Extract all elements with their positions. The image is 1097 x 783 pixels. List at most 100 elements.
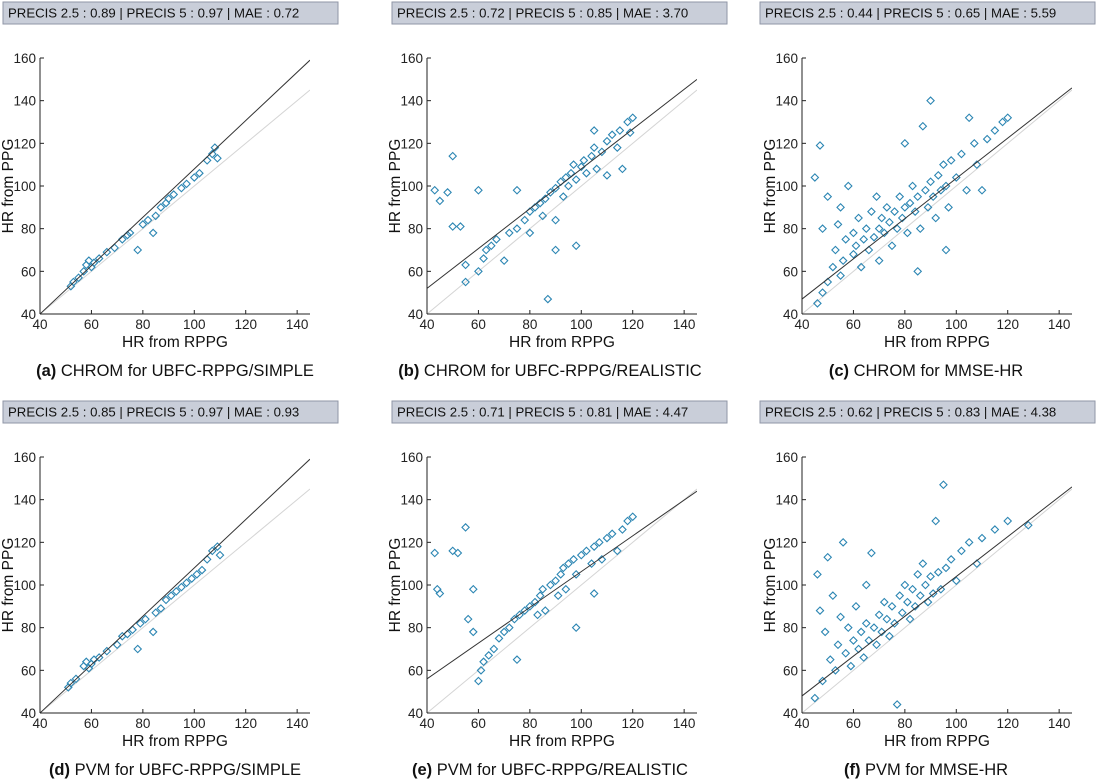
data-point	[582, 168, 591, 178]
data-point	[903, 597, 912, 607]
panel-caption-text: CHROM for UBFC-RPPG/SIMPLE	[56, 362, 314, 380]
data-point	[135, 619, 145, 628]
data-point	[882, 614, 892, 624]
panel-caption: (d) PVM for UBFC-RPPG/SIMPLE	[49, 761, 301, 779]
x-tick-label: 120	[996, 317, 1019, 332]
x-tick-label: 60	[471, 716, 486, 731]
data-point	[156, 202, 166, 212]
data-point	[474, 676, 483, 686]
data-point	[166, 591, 176, 601]
y-tick-label: 160	[400, 450, 423, 465]
y-tick-label: 160	[13, 450, 36, 465]
plot-area	[40, 59, 310, 314]
data-point	[456, 222, 465, 231]
data-point	[530, 597, 540, 607]
data-point	[923, 597, 933, 607]
data-point	[484, 651, 494, 660]
x-tick-label: 120	[621, 716, 644, 731]
data-point	[117, 234, 127, 244]
metrics-header-text: PRECIS 2.5 : 0.72 | PRECIS 5 : 0.85 | MA…	[397, 6, 688, 21]
data-point	[515, 610, 524, 620]
x-tick-label: 40	[419, 716, 434, 731]
data-point	[913, 192, 923, 202]
x-tick-label: 120	[234, 317, 257, 332]
data-point	[867, 207, 876, 216]
data-point	[504, 623, 514, 633]
x-tick-label: 80	[522, 716, 537, 731]
data-point	[910, 601, 920, 611]
data-point	[897, 213, 907, 223]
x-tick-label: 140	[1048, 716, 1071, 731]
x-tick-label: 40	[32, 317, 47, 332]
data-point	[612, 143, 622, 152]
data-point	[538, 584, 548, 594]
data-point	[479, 657, 488, 667]
data-point	[813, 298, 822, 308]
panel-label: (b)	[398, 362, 419, 380]
data-point	[982, 134, 992, 144]
x-tick-label: 100	[945, 716, 968, 731]
y-tick-label: 100	[775, 179, 798, 194]
data-point	[1003, 113, 1013, 123]
metrics-header-text: PRECIS 2.5 : 0.62 | PRECIS 5 : 0.83 | MA…	[765, 405, 1056, 420]
y-tick-label: 120	[13, 535, 36, 550]
x-axis-label: HR from RPPG	[509, 733, 615, 750]
data-point	[594, 537, 604, 547]
panel-caption: (f) PVM for MMSE-HR	[844, 761, 1008, 779]
y-tick-label: 100	[400, 578, 423, 593]
data-point	[818, 224, 827, 234]
x-tick-label: 140	[286, 317, 309, 332]
data-point	[551, 215, 560, 225]
data-point	[843, 623, 853, 633]
x-tick-label: 140	[673, 317, 696, 332]
data-point	[177, 582, 186, 592]
data-point	[939, 160, 948, 170]
data-point	[861, 224, 871, 234]
x-axis-label: HR from RPPG	[884, 334, 990, 351]
panel-caption: (a) CHROM for UBFC-RPPG/SIMPLE	[36, 362, 314, 380]
metrics-header-text: PRECIS 2.5 : 0.85 | PRECIS 5 : 0.97 | MA…	[8, 405, 299, 420]
data-point	[836, 271, 845, 280]
x-tick-label: 80	[897, 317, 912, 332]
data-point	[849, 249, 858, 259]
data-point	[623, 516, 632, 526]
identity-line	[427, 488, 697, 713]
data-point	[933, 567, 943, 577]
data-point	[81, 657, 91, 667]
data-point	[903, 228, 912, 238]
data-point	[828, 591, 838, 601]
data-point	[892, 700, 902, 709]
data-point	[874, 610, 884, 620]
x-tick-label: 80	[135, 716, 150, 731]
data-point	[479, 254, 488, 263]
data-point	[589, 143, 599, 152]
data-point	[926, 177, 935, 187]
x-tick-label: 100	[183, 317, 206, 332]
metrics-header-bar	[2, 400, 339, 424]
y-tick-label: 140	[775, 493, 798, 508]
panel-caption-text: CHROM for UBFC-RPPG/REALISTIC	[419, 362, 701, 380]
metrics-header-bar	[759, 400, 1096, 424]
data-point	[582, 546, 591, 556]
data-point	[589, 589, 599, 598]
data-point	[836, 202, 845, 212]
data-point	[156, 604, 166, 613]
data-point	[972, 160, 982, 170]
x-tick-label: 60	[846, 317, 861, 332]
data-point	[112, 640, 122, 650]
y-axis-label: HR from PPG	[762, 139, 779, 234]
data-point	[474, 266, 483, 276]
data-point	[882, 202, 892, 212]
data-point	[202, 555, 212, 564]
data-point	[895, 192, 905, 202]
y-tick-label: 80	[783, 621, 798, 636]
data-point	[874, 224, 884, 234]
data-point	[897, 608, 907, 618]
data-point	[164, 194, 173, 204]
data-point	[921, 580, 930, 590]
data-point	[448, 151, 458, 161]
data-point	[151, 211, 161, 221]
data-point	[625, 128, 635, 138]
data-point	[453, 548, 463, 558]
data-point	[512, 655, 522, 665]
